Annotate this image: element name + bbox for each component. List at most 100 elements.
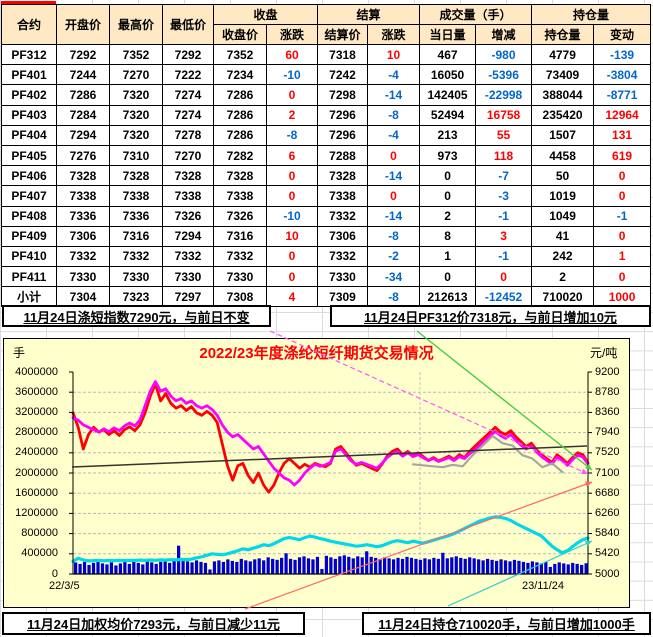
cell-open[interactable]: 7332 <box>56 245 110 268</box>
cell-vol[interactable]: 0 <box>419 165 477 187</box>
cell-open[interactable]: 7292 <box>56 43 110 66</box>
cell-settle_chg[interactable]: 0 <box>367 185 421 207</box>
cell-close_chg[interactable]: 6 <box>265 144 319 167</box>
group-header-volume[interactable]: 成交量（手） <box>419 4 533 25</box>
cell-oi_chg[interactable]: -1 <box>593 205 652 227</box>
col-header-open[interactable]: 开盘价 <box>56 4 110 45</box>
cell-vol_chg[interactable]: -3 <box>475 185 533 207</box>
cell-contract[interactable]: PF402 <box>1 84 57 106</box>
cell-vol_chg[interactable]: -22998 <box>475 84 533 106</box>
cell-vol_chg[interactable]: 118 <box>475 144 533 167</box>
cell-settle[interactable]: 7288 <box>317 144 369 167</box>
cell-open[interactable]: 7306 <box>56 225 110 247</box>
cell-oi[interactable]: 41 <box>531 225 595 247</box>
cell-low[interactable]: 7274 <box>162 84 214 106</box>
cell-open[interactable]: 7284 <box>56 104 110 126</box>
cell-oi_chg[interactable]: 0 <box>593 225 652 247</box>
cell-vol_chg[interactable]: 16758 <box>475 104 533 126</box>
group-header-close[interactable]: 收盘 <box>212 4 319 25</box>
cell-settle[interactable]: 7296 <box>317 124 369 146</box>
cell-close[interactable]: 7326 <box>213 205 267 227</box>
cell-close[interactable]: 7332 <box>213 245 267 268</box>
cell-contract[interactable]: PF404 <box>1 124 57 146</box>
cell-settle[interactable]: 7242 <box>317 64 369 86</box>
cell-settle[interactable]: 7330 <box>317 266 369 288</box>
group-header-settle[interactable]: 结算 <box>317 4 421 25</box>
cell-low[interactable]: 7338 <box>162 185 214 207</box>
cell-low[interactable]: 7326 <box>162 205 214 227</box>
cell-vol[interactable]: 142405 <box>419 84 477 106</box>
cell-contract[interactable]: PF409 <box>1 225 57 247</box>
cell-close[interactable]: 7338 <box>213 185 267 207</box>
cell-oi[interactable]: 50 <box>531 165 595 187</box>
cell-settle_chg[interactable]: -8 <box>367 286 421 308</box>
cell-oi_chg[interactable]: 1 <box>593 245 652 268</box>
col-header-volume-change[interactable]: 增减 <box>475 24 533 45</box>
cell-close_chg[interactable]: -10 <box>265 205 319 227</box>
cell-vol[interactable]: 2 <box>419 205 477 227</box>
cell-oi[interactable]: 710020 <box>531 286 595 308</box>
cell-oi_chg[interactable]: 0 <box>593 266 652 288</box>
cell-low[interactable]: 7222 <box>162 64 214 86</box>
cell-open[interactable]: 7286 <box>56 84 110 106</box>
cell-vol_chg[interactable]: -980 <box>475 43 533 66</box>
cell-high[interactable]: 7328 <box>109 165 163 187</box>
cell-close_chg[interactable]: 10 <box>265 225 319 247</box>
cell-open[interactable]: 7244 <box>56 64 110 86</box>
cell-vol_chg[interactable]: 55 <box>475 124 533 146</box>
cell-vol_chg[interactable]: -7 <box>475 165 533 187</box>
cell-contract[interactable]: PF410 <box>1 245 57 268</box>
cell-close[interactable]: 7316 <box>213 225 267 247</box>
cell-close_chg[interactable]: 0 <box>265 185 319 207</box>
cell-contract[interactable]: PF407 <box>1 185 57 207</box>
cell-contract[interactable]: PF405 <box>1 144 57 167</box>
cell-close_chg[interactable]: 4 <box>265 286 319 308</box>
cell-contract[interactable]: PF312 <box>1 43 57 66</box>
cell-high[interactable]: 7270 <box>109 64 163 86</box>
cell-low[interactable]: 7274 <box>162 104 214 126</box>
cell-close_chg[interactable]: -8 <box>265 124 319 146</box>
col-header-close-price[interactable]: 收盘价 <box>213 24 267 45</box>
cell-close_chg[interactable]: 0 <box>265 266 319 288</box>
cell-open[interactable]: 7330 <box>56 266 110 288</box>
cell-settle[interactable]: 7338 <box>317 185 369 207</box>
cell-high[interactable]: 7316 <box>109 225 163 247</box>
cell-vol[interactable]: 213 <box>419 124 477 146</box>
cell-low[interactable]: 7292 <box>162 43 214 66</box>
cell-settle_chg[interactable]: -4 <box>367 64 421 86</box>
col-header-settle-change[interactable]: 涨跌 <box>367 24 421 45</box>
cell-close[interactable]: 7286 <box>213 124 267 146</box>
cell-high[interactable]: 7332 <box>109 245 163 268</box>
cell-settle[interactable]: 7318 <box>317 43 369 66</box>
col-header-low[interactable]: 最低价 <box>162 4 214 45</box>
cell-open[interactable]: 7336 <box>56 205 110 227</box>
cell-close[interactable]: 7286 <box>213 84 267 106</box>
cell-oi_chg[interactable]: -3804 <box>593 64 652 86</box>
cell-vol_chg[interactable]: 0 <box>475 266 533 288</box>
cell-oi_chg[interactable]: 12964 <box>593 104 652 126</box>
cell-settle[interactable]: 7298 <box>317 84 369 106</box>
cell-contract[interactable]: PF403 <box>1 104 57 126</box>
cell-settle_chg[interactable]: 0 <box>367 144 421 167</box>
cell-vol[interactable]: 8 <box>419 225 477 247</box>
cell-low[interactable]: 7270 <box>162 144 214 167</box>
cell-oi_chg[interactable]: 619 <box>593 144 652 167</box>
cell-vol[interactable]: 467 <box>419 43 477 66</box>
cell-low[interactable]: 7278 <box>162 124 214 146</box>
cell-close_chg[interactable]: -10 <box>265 64 319 86</box>
cell-oi[interactable]: 4779 <box>531 43 595 66</box>
cell-settle_chg[interactable]: -8 <box>367 104 421 126</box>
cell-low[interactable]: 7330 <box>162 266 214 288</box>
cell-settle[interactable]: 7328 <box>317 165 369 187</box>
cell-oi[interactable]: 388044 <box>531 84 595 106</box>
col-header-high[interactable]: 最高价 <box>109 4 163 45</box>
cell-oi_chg[interactable]: -139 <box>593 43 652 66</box>
cell-oi[interactable]: 2 <box>531 266 595 288</box>
cell-close[interactable]: 7282 <box>213 144 267 167</box>
cell-settle_chg[interactable]: -8 <box>367 225 421 247</box>
cell-settle_chg[interactable]: -14 <box>367 84 421 106</box>
cell-contract[interactable]: PF406 <box>1 165 57 187</box>
cell-high[interactable]: 7320 <box>109 104 163 126</box>
cell-high[interactable]: 7320 <box>109 124 163 146</box>
cell-high[interactable]: 7323 <box>109 286 163 308</box>
